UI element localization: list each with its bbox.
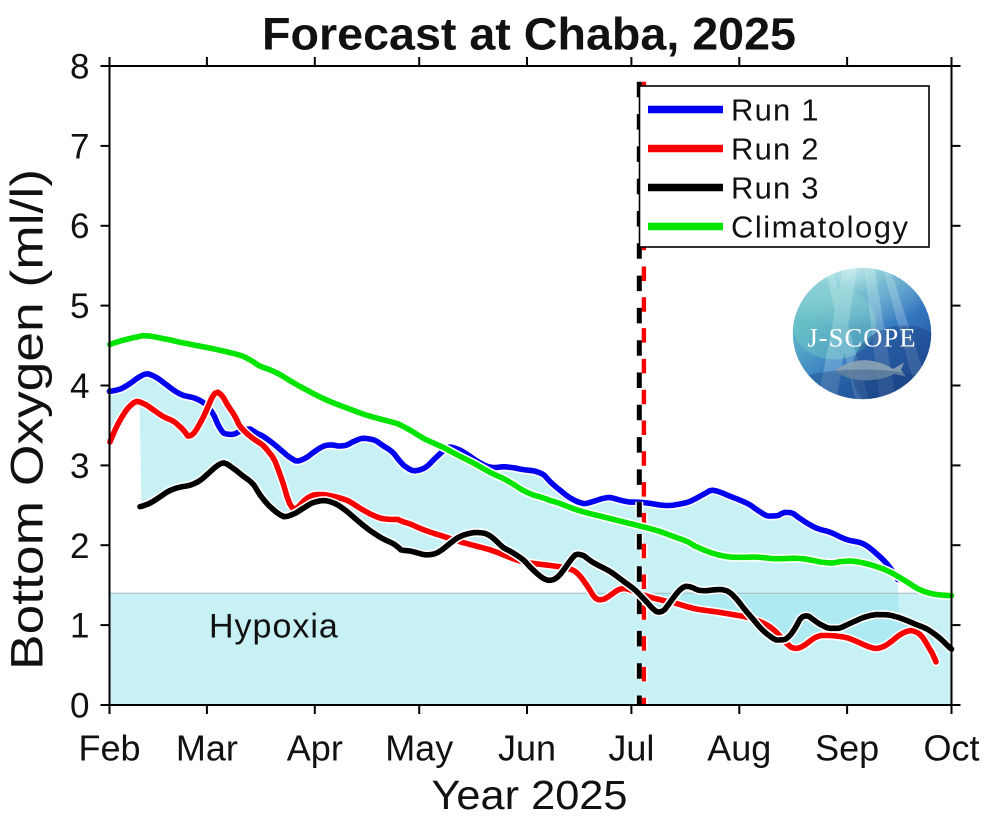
- svg-text:Jul: Jul: [608, 728, 654, 769]
- svg-text:0: 0: [70, 687, 90, 726]
- svg-text:6: 6: [70, 207, 90, 246]
- svg-text:7: 7: [70, 127, 90, 166]
- svg-text:Run 3: Run 3: [731, 171, 820, 206]
- svg-text:8: 8: [70, 48, 90, 87]
- svg-text:J-SCOPE: J-SCOPE: [807, 323, 916, 353]
- svg-text:3: 3: [70, 447, 90, 486]
- svg-text:5: 5: [70, 287, 90, 326]
- svg-text:Hypoxia: Hypoxia: [209, 608, 339, 646]
- svg-text:Feb: Feb: [78, 728, 140, 769]
- svg-text:Apr: Apr: [287, 728, 343, 769]
- svg-text:Year 2025: Year 2025: [432, 772, 628, 818]
- svg-text:2: 2: [70, 527, 90, 566]
- svg-text:1: 1: [70, 607, 90, 646]
- svg-text:Oct: Oct: [923, 728, 979, 769]
- svg-text:Climatology: Climatology: [731, 210, 909, 245]
- svg-text:Aug: Aug: [707, 728, 771, 769]
- svg-text:Mar: Mar: [176, 728, 238, 769]
- svg-text:Bottom Oxygen (ml/l): Bottom Oxygen (ml/l): [2, 169, 53, 670]
- svg-text:Forecast at Chaba, 2025: Forecast at Chaba, 2025: [262, 9, 796, 60]
- svg-text:Jun: Jun: [498, 728, 556, 769]
- svg-text:4: 4: [70, 367, 90, 406]
- svg-text:Sep: Sep: [815, 728, 879, 769]
- svg-text:May: May: [385, 728, 453, 769]
- svg-text:Run 2: Run 2: [731, 132, 820, 167]
- svg-text:Run 1: Run 1: [731, 93, 820, 128]
